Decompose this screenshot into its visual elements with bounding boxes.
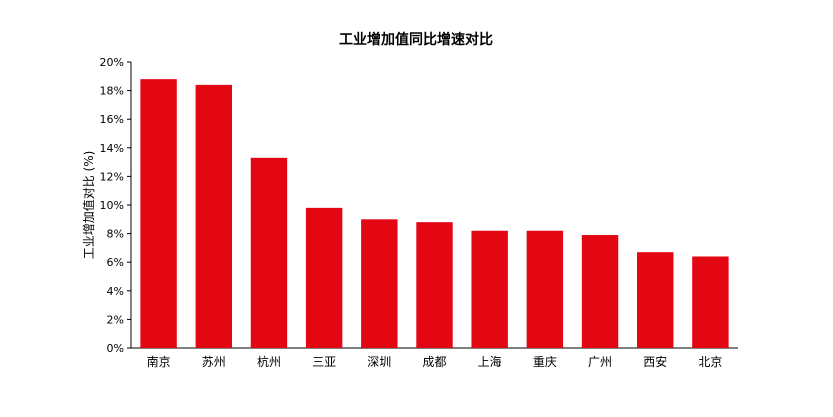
y-tick-label: 10% [100, 199, 124, 212]
x-tick-label: 广州 [588, 355, 612, 369]
x-tick-label: 重庆 [533, 355, 557, 369]
y-tick-label: 18% [100, 85, 124, 98]
x-tick-label: 北京 [698, 355, 722, 369]
y-tick-label: 8% [107, 228, 124, 241]
y-tick-label: 16% [100, 113, 124, 126]
x-tick-label: 成都 [422, 355, 446, 369]
y-tick-label: 12% [100, 170, 124, 183]
y-tick-label: 20% [100, 56, 124, 69]
x-axis-labels: 南京 苏州 杭州 三亚 深圳 成都 上海 重庆 广州 西安 北京 [147, 354, 723, 369]
x-tick-label: 深圳 [367, 355, 391, 369]
bar [250, 157, 288, 348]
bar [581, 235, 619, 348]
x-tick-label: 西安 [643, 354, 667, 369]
bars [140, 79, 729, 348]
y-axis-label: 工业增加值对比 (%) [81, 151, 96, 260]
y-tick-label: 2% [107, 313, 124, 326]
x-tick-label: 上海 [478, 354, 502, 369]
bar [471, 230, 508, 348]
bar [195, 84, 232, 348]
x-tick-label: 杭州 [257, 354, 281, 369]
x-tick-label: 南京 [147, 354, 171, 369]
y-tick-label: 4% [107, 285, 124, 298]
x-tick-label: 三亚 [312, 355, 336, 369]
bar [637, 252, 674, 348]
x-tick-label: 苏州 [202, 355, 226, 369]
bar [526, 230, 564, 348]
bar [305, 207, 343, 348]
bar [692, 256, 729, 348]
bar [416, 222, 453, 348]
chart-title: 工业增加值同比增速对比 [339, 31, 493, 48]
y-axis-ticks: 0% 2% 4% 6% 8% 10% 12% 14% 16% 18% 20% [100, 56, 131, 355]
y-tick-label: 6% [107, 256, 124, 269]
bar [140, 79, 177, 348]
y-tick-label: 0% [107, 342, 124, 355]
y-tick-label: 14% [100, 142, 124, 155]
bar [361, 219, 398, 348]
